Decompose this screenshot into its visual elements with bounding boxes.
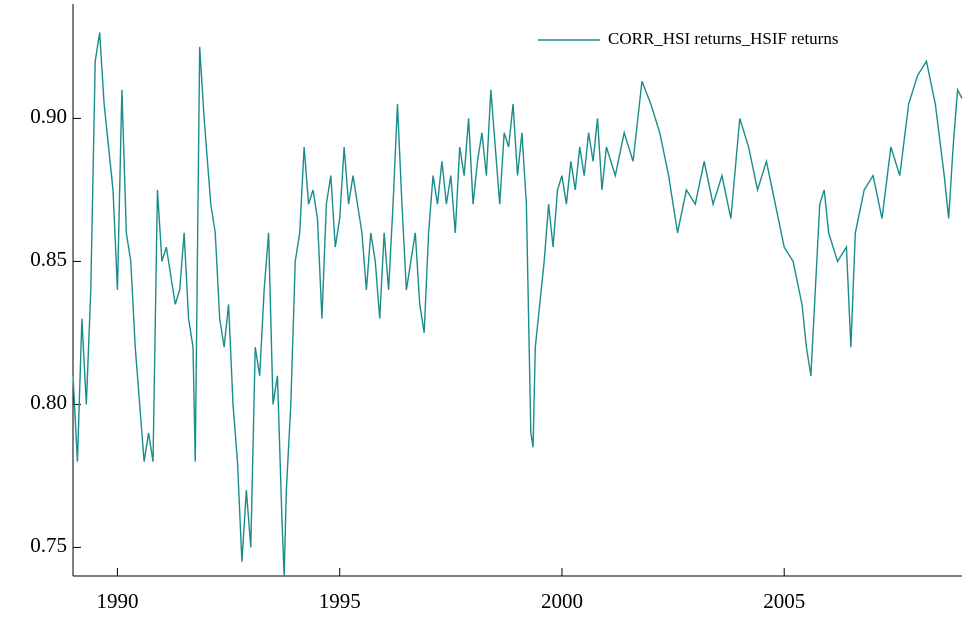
y-tick-label: 0.80	[30, 390, 67, 414]
x-tick-label: 1995	[319, 589, 361, 613]
x-tick-label: 2005	[763, 589, 805, 613]
x-tick-label: 2000	[541, 589, 583, 613]
y-tick-label: 0.75	[30, 533, 67, 557]
y-tick-label: 0.85	[30, 247, 67, 271]
data-line	[72, 32, 963, 577]
y-tick-label: 0.90	[30, 104, 67, 128]
x-tick-label: 1990	[96, 589, 138, 613]
legend-label: CORR_HSI returns_HSIF returns	[608, 29, 838, 48]
